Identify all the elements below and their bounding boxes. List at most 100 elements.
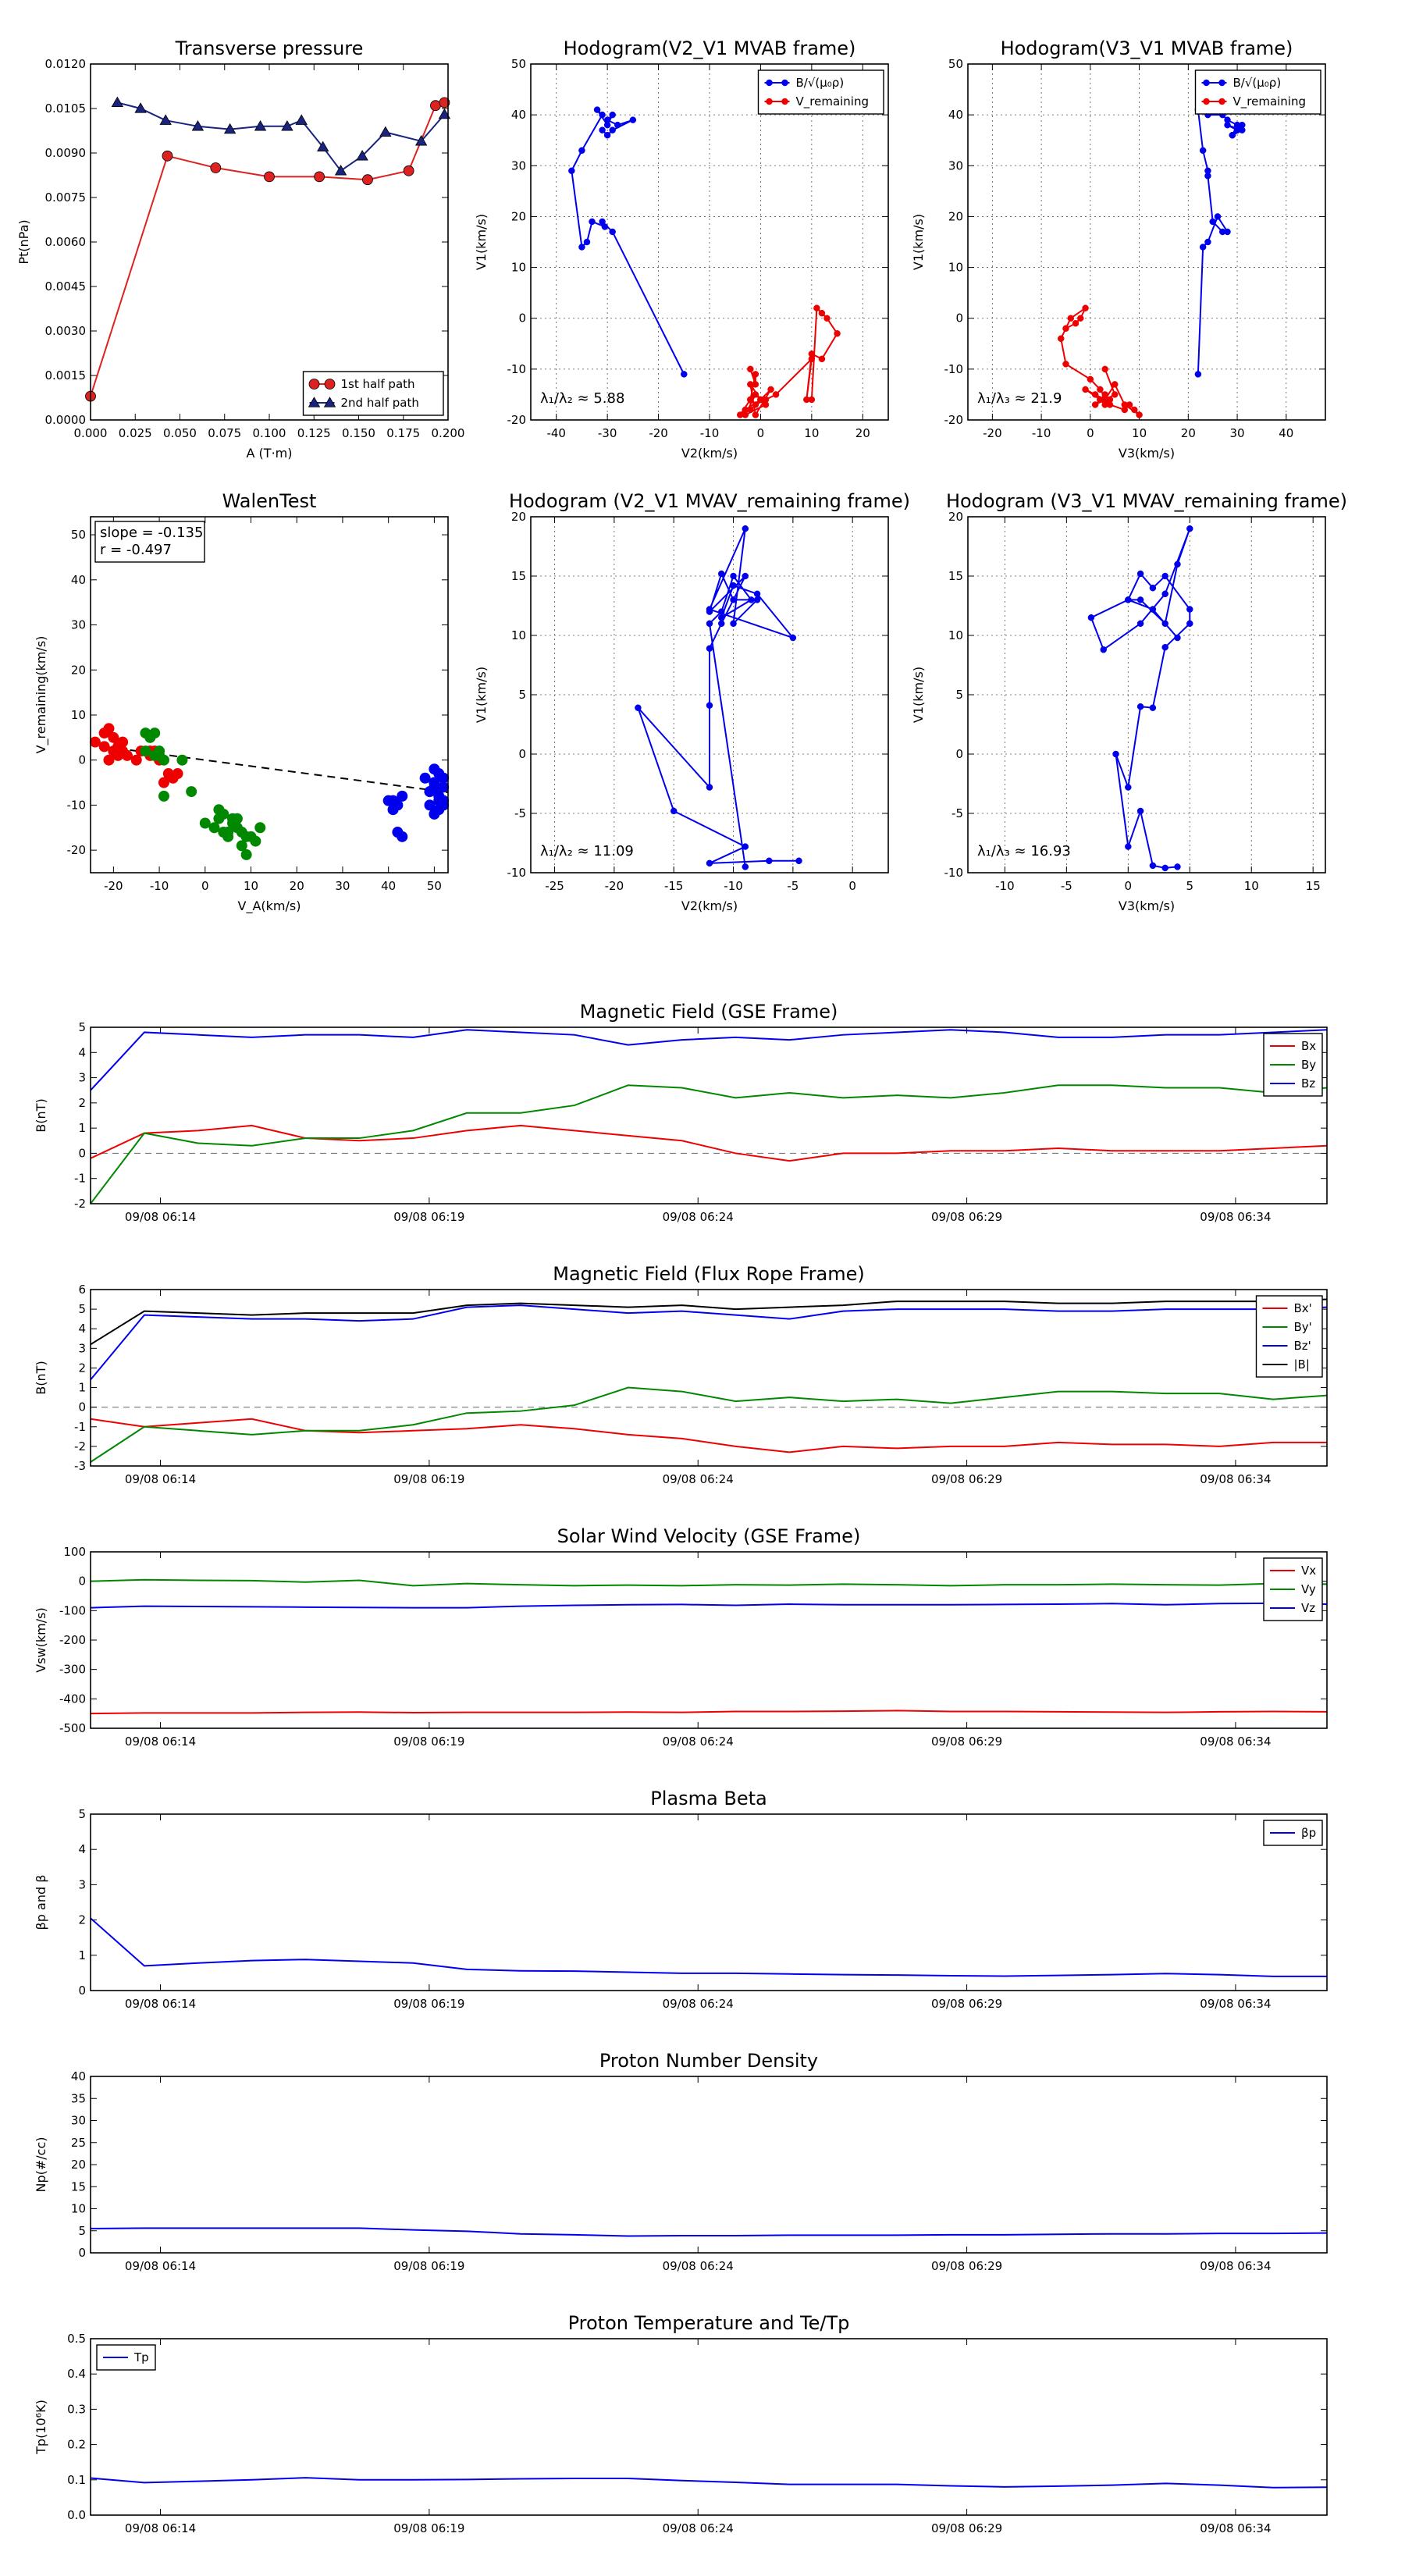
x-tick-label: 09/08 06:19	[393, 1997, 464, 2011]
plot-frame	[90, 516, 449, 873]
series-line-0	[637, 528, 799, 867]
data-point	[1233, 121, 1241, 129]
plot-frame	[90, 1551, 1328, 1729]
plot-frame	[90, 63, 449, 421]
data-point	[1136, 411, 1143, 418]
y-tick-label: 40	[948, 108, 963, 122]
chart-0: 0.000 0.025 0.050 0.075 0.100 0.125 0.150 0.175…	[16, 37, 464, 461]
y-tick-label: 4	[78, 1045, 86, 1059]
chart-title: Magnetic Field (GSE Frame)	[580, 1001, 838, 1023]
y-tick-label: 3	[78, 1071, 86, 1085]
data-point	[159, 114, 172, 125]
data-point	[730, 582, 737, 589]
data-point	[392, 799, 404, 811]
data-point	[240, 849, 252, 860]
data-point	[403, 165, 414, 176]
x-tick-label: 09/08 06:14	[125, 2259, 196, 2273]
data-point	[813, 304, 820, 311]
y-axis-label: V_remaining(km/s)	[34, 636, 49, 754]
chart-11: 09/08 06:14 09/08 06:19 09/08 06:24 09/08 0…	[34, 2312, 1328, 2535]
y-tick-label: 3	[78, 1341, 86, 1355]
chart-title: Solar Wind Velocity (GSE Frame)	[557, 1525, 861, 1547]
data-point	[1136, 596, 1144, 603]
legend: Vx Vy Vz	[1263, 1557, 1323, 1621]
data-point	[231, 813, 243, 824]
data-point	[706, 702, 713, 709]
y-tick-label: 40	[511, 108, 526, 122]
legend-marker	[1218, 79, 1225, 87]
y-tick-label: 0.0120	[45, 57, 87, 71]
x-tick-label: 09/08 06:29	[931, 1735, 1002, 1749]
data-point	[1174, 560, 1181, 568]
y-tick-label: 5	[955, 688, 963, 702]
data-point	[609, 111, 616, 119]
legend-marker	[1203, 98, 1210, 105]
data-point	[789, 634, 797, 642]
data-point	[176, 754, 188, 766]
data-point	[429, 777, 440, 788]
data-point	[103, 723, 115, 735]
x-tick-label: -15	[664, 879, 684, 893]
data-point	[1161, 572, 1168, 580]
x-tick-label: 10	[1244, 879, 1259, 893]
data-point	[1091, 391, 1099, 398]
annotation-text: λ₁/λ₂ ≈ 11.09	[540, 843, 634, 859]
x-tick-label: 09/08 06:24	[663, 1210, 734, 1224]
y-tick-label: 30	[71, 618, 86, 632]
x-tick-label: 0.125	[297, 426, 331, 440]
y-tick-label: 0	[78, 753, 86, 767]
legend: 1st half path 2nd half path	[302, 371, 444, 416]
data-point	[191, 119, 205, 131]
legend: Tp	[96, 2344, 156, 2371]
annotation-line: r = -0.497	[100, 542, 172, 558]
x-tick-label: 0.100	[253, 426, 286, 440]
legend: B/√(μ₀ρ) V_remaining	[757, 69, 884, 115]
data-point	[103, 754, 115, 766]
data-point	[1082, 304, 1089, 311]
y-tick-label: 0.0030	[45, 324, 87, 338]
plot-frame	[90, 1813, 1328, 1991]
y-tick-label: 20	[511, 510, 526, 524]
data-point	[1072, 319, 1080, 327]
data-point	[718, 608, 725, 615]
y-tick-label: -400	[59, 1692, 86, 1706]
data-point	[742, 525, 749, 532]
x-tick-label: -5	[787, 879, 799, 893]
chart-title: Hodogram (V3_V1 MVAV_remaining frame)	[946, 490, 1347, 512]
y-tick-label: 0.0	[67, 2508, 86, 2522]
y-tick-label: 30	[511, 158, 526, 173]
data-point	[1161, 590, 1168, 598]
data-point	[254, 822, 266, 834]
series-line-2	[91, 1602, 1327, 1609]
data-point	[1136, 703, 1144, 710]
data-point	[742, 406, 749, 414]
data-point	[599, 126, 606, 133]
chart-title: Proton Number Density	[599, 2050, 818, 2072]
data-point	[149, 728, 161, 739]
data-point	[718, 620, 725, 628]
data-point	[718, 614, 725, 621]
y-tick-label: 40	[71, 2069, 86, 2083]
y-tick-label: 0.0045	[45, 279, 87, 294]
data-point	[747, 396, 754, 404]
data-point	[1204, 167, 1211, 175]
y-tick-label: 20	[511, 209, 526, 223]
data-point	[250, 835, 261, 847]
data-point	[762, 401, 770, 408]
data-point	[629, 116, 637, 123]
data-point	[706, 645, 713, 652]
x-tick-label: 10	[1132, 426, 1147, 440]
y-axis-label: B(nT)	[34, 1098, 48, 1132]
data-point	[818, 309, 826, 317]
data-point	[578, 244, 585, 251]
y-tick-label: 40	[71, 573, 86, 587]
y-tick-label: 0.0075	[45, 190, 87, 205]
x-axis-label: V3(km/s)	[1119, 898, 1175, 913]
y-tick-label: 2	[78, 1096, 86, 1110]
y-axis-label: B(nT)	[34, 1361, 48, 1394]
x-tick-label: 09/08 06:24	[663, 1472, 734, 1486]
y-tick-label: 10	[71, 2202, 86, 2216]
x-tick-label: 09/08 06:34	[1200, 2259, 1271, 2273]
data-point	[158, 777, 169, 788]
data-point	[1125, 843, 1132, 850]
